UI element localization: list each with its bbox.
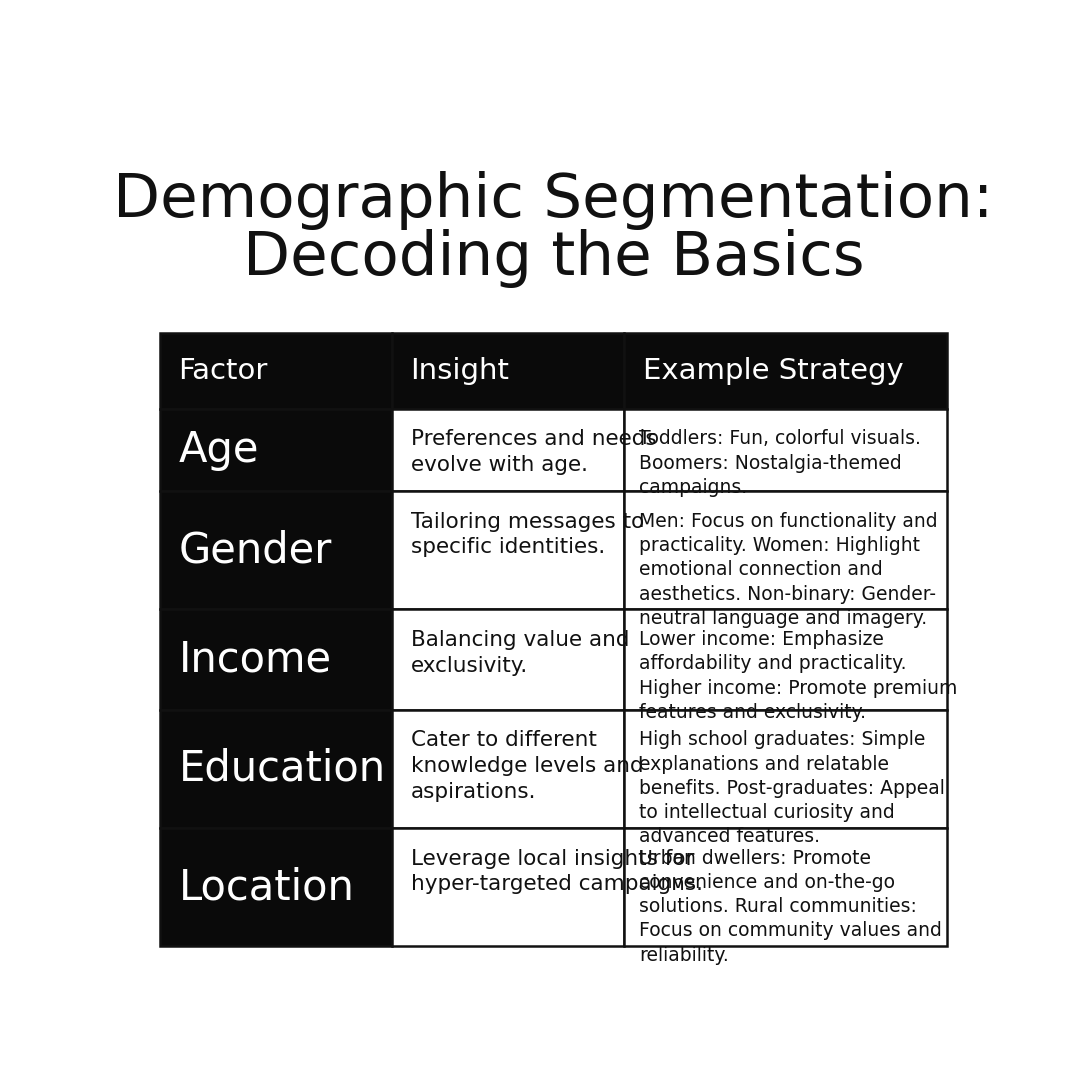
Bar <box>392 491 624 609</box>
Text: Location: Location <box>178 866 354 908</box>
Text: Lower income: Emphasize
affordability and practicality.
Higher income: Promote p: Lower income: Emphasize affordability an… <box>639 630 958 721</box>
Text: Factor: Factor <box>178 357 268 384</box>
Bar <box>624 334 947 408</box>
Text: Gender: Gender <box>178 529 332 571</box>
Bar <box>624 710 947 828</box>
Bar <box>624 828 947 946</box>
Text: Example Strategy: Example Strategy <box>643 357 904 384</box>
Bar <box>160 408 392 491</box>
Bar <box>392 710 624 828</box>
Bar <box>392 408 624 491</box>
Text: Men: Focus on functionality and
practicality. Women: Highlight
emotional connect: Men: Focus on functionality and practica… <box>639 512 939 627</box>
Bar <box>624 491 947 609</box>
Text: Decoding the Basics: Decoding the Basics <box>243 229 864 288</box>
Bar <box>160 491 392 609</box>
Bar <box>160 609 392 710</box>
Text: Preferences and needs
evolve with age.: Preferences and needs evolve with age. <box>410 430 657 475</box>
Text: Toddlers: Fun, colorful visuals.
Boomers: Nostalgia-themed
campaigns.: Toddlers: Fun, colorful visuals. Boomers… <box>639 430 921 497</box>
Text: High school graduates: Simple
explanations and relatable
benefits. Post-graduate: High school graduates: Simple explanatio… <box>639 730 945 847</box>
Text: Education: Education <box>178 747 386 789</box>
Text: Demographic Segmentation:: Demographic Segmentation: <box>113 171 994 230</box>
Bar <box>624 408 947 491</box>
Text: Urban dwellers: Promote
convenience and on-the-go
solutions. Rural communities:
: Urban dwellers: Promote convenience and … <box>639 849 942 964</box>
Text: Insight: Insight <box>410 357 510 384</box>
Bar <box>624 609 947 710</box>
Bar <box>392 334 624 408</box>
Text: Age: Age <box>178 429 259 471</box>
Text: Leverage local insights for
hyper-targeted campaigns.: Leverage local insights for hyper-target… <box>410 849 703 894</box>
Bar <box>392 828 624 946</box>
Text: Balancing value and
exclusivity.: Balancing value and exclusivity. <box>410 630 630 676</box>
Text: Income: Income <box>178 638 332 680</box>
Text: Cater to different
knowledge levels and
aspirations.: Cater to different knowledge levels and … <box>410 730 644 801</box>
Bar <box>392 609 624 710</box>
Bar <box>160 828 392 946</box>
Bar <box>160 710 392 828</box>
Bar <box>160 334 392 408</box>
Text: Tailoring messages to
specific identities.: Tailoring messages to specific identitie… <box>410 512 644 557</box>
